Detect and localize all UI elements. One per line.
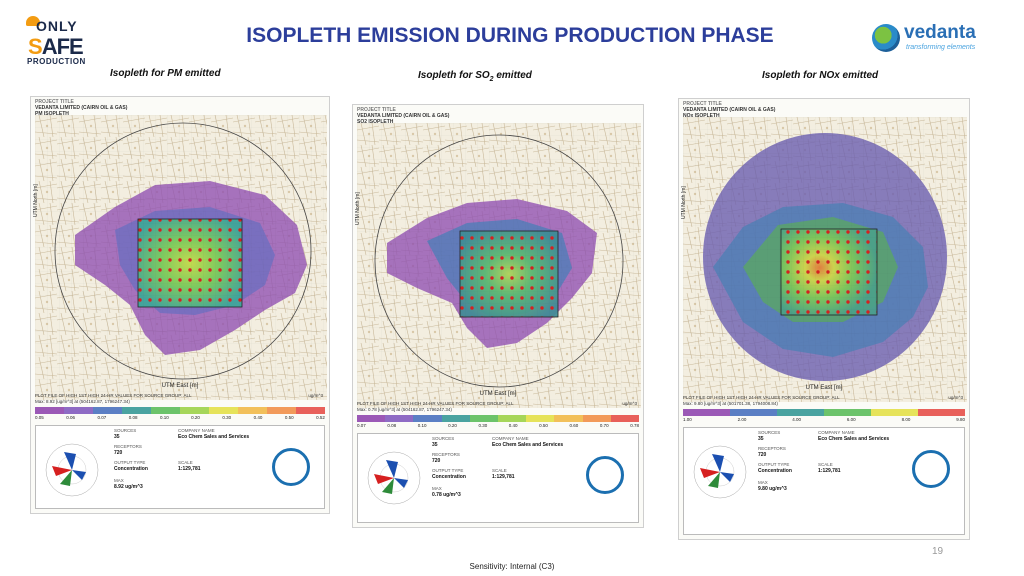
scale-swatch — [180, 407, 209, 414]
caption-so2: Isopleth for SO2 emitted — [418, 70, 532, 83]
scale-tick-label: 0.06 — [66, 415, 75, 420]
scale-tick-label: 9.80 — [956, 417, 965, 422]
scale-swatch — [498, 415, 527, 422]
scale-tick-label: 0.08 — [387, 423, 397, 428]
pm-color-scale — [35, 407, 325, 414]
caption-pm: Isopleth for PM emitted — [110, 68, 221, 79]
scale-tick-label: 0.78 — [630, 423, 639, 428]
scale-swatch — [871, 409, 918, 416]
pm-info-box: SOURCES 35 RECEPTORS 720 OUTPUT TYPE Concen… — [35, 425, 325, 509]
scale-tick-label: 6.00 — [846, 417, 856, 422]
scale-swatch — [151, 407, 180, 414]
scale-swatch — [64, 407, 93, 414]
vedanta-logo: vedanta transforming elements — [872, 22, 1002, 54]
scale-tick-label: 0.20 — [448, 423, 457, 428]
page-number: 19 — [932, 546, 944, 557]
scale-swatch — [209, 407, 238, 414]
scale-tick-label: 0.40 — [253, 415, 263, 420]
scale-tick-label: 0.30 — [222, 415, 232, 420]
wind-rose-icon — [693, 445, 747, 499]
scale-swatch — [267, 407, 296, 414]
scale-swatch — [93, 407, 122, 414]
scale-tick-label: 0.10 — [159, 415, 169, 420]
scale-tick-label: 0.30 — [478, 423, 488, 428]
so2-color-scale — [357, 415, 640, 422]
so2-isopleth-panel: PROJECT TITLE VEDANTA LIMITED (CAIRN OIL… — [352, 104, 644, 528]
scale-swatch — [526, 415, 555, 422]
scale-tick-label: 0.08 — [128, 415, 138, 420]
scale-tick-label: 0.50 — [539, 423, 548, 428]
scale-swatch — [730, 409, 777, 416]
scale-swatch — [238, 407, 267, 414]
pm-isopleth-panel: PROJECT TITLE VEDANTA LIMITED (CAIRN OIL… — [30, 96, 330, 514]
vedanta-mark-icon — [872, 24, 900, 52]
scale-swatch — [554, 415, 583, 422]
scale-tick-label: 0.05 — [35, 415, 44, 420]
scale-tick-label: 0.50 — [284, 415, 294, 420]
pm-scale-labels: 0.05 0.06 0.07 0.08 0.10 0.20 0.30 0.40 0.50 0.52 — [35, 415, 325, 420]
slide-title: ISOPLETH EMISSION DURING PRODUCTION PHAS… — [246, 24, 774, 47]
scale-swatch — [122, 407, 151, 414]
scale-swatch — [918, 409, 965, 416]
scale-tick-label: 0.20 — [191, 415, 200, 420]
scale-tick-label: 0.70 — [599, 423, 609, 428]
scale-swatch — [413, 415, 442, 422]
scale-tick-label: 2.00 — [737, 417, 747, 422]
nox-info-box: SOURCES 35 RECEPTORS 720 OUTPUT TYPE Concen… — [683, 427, 965, 535]
nox-isopleth-panel: PROJECT TITLE VEDANTA LIMITED (CAIRN OIL… — [678, 98, 970, 540]
eco-chem-seal-icon — [912, 450, 950, 488]
hard-hat-icon — [26, 16, 40, 26]
wind-rose-icon — [367, 451, 421, 505]
nox-color-scale — [683, 409, 965, 416]
scale-tick-label: 4.00 — [792, 417, 802, 422]
scale-swatch — [824, 409, 871, 416]
scale-swatch — [357, 415, 386, 422]
wind-rose-icon — [45, 443, 99, 497]
scale-tick-label: 0.52 — [316, 415, 325, 420]
eco-chem-seal-icon — [272, 448, 310, 486]
scale-tick-label: 0.60 — [569, 423, 579, 428]
only-safe-production-logo: ONLY SAFE PRODUCTION — [26, 16, 86, 66]
nox-scale-labels: 1.00 2.00 4.00 6.00 8.00 9.80 — [683, 417, 965, 422]
caption-nox: Isopleth for NOx emitted — [762, 70, 879, 81]
so2-isopleth-map — [357, 123, 641, 408]
pm-isopleth-map — [35, 115, 327, 400]
scale-swatch — [296, 407, 325, 414]
so2-scale-labels: 0.07 0.08 0.10 0.20 0.30 0.40 0.50 0.60 0.70 0.78 — [357, 423, 639, 428]
nox-isopleth-map — [683, 117, 967, 402]
so2-info-box: SOURCES 35 RECEPTORS 720 OUTPUT TYPE Concen… — [357, 433, 639, 523]
scale-swatch — [35, 407, 64, 414]
scale-swatch — [683, 409, 730, 416]
scale-tick-label: 8.00 — [901, 417, 911, 422]
scale-tick-label: 0.07 — [357, 423, 366, 428]
scale-swatch — [469, 415, 499, 422]
scale-swatch — [777, 409, 824, 416]
scale-tick-label: 0.07 — [97, 415, 107, 420]
scale-tick-label: 1.00 — [683, 417, 692, 422]
scale-swatch — [610, 415, 640, 422]
sensitivity-label: Sensitivity: Internal (C3) — [469, 562, 555, 571]
scale-swatch — [582, 415, 611, 422]
scale-tick-label: 0.40 — [508, 423, 518, 428]
eco-chem-seal-icon — [586, 456, 624, 494]
scale-swatch — [385, 415, 414, 422]
scale-swatch — [441, 415, 470, 422]
scale-tick-label: 0.10 — [417, 423, 427, 428]
